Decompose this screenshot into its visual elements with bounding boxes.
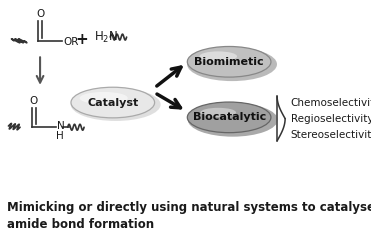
Ellipse shape: [188, 103, 278, 137]
Ellipse shape: [71, 87, 155, 118]
Text: Stereoselectivity: Stereoselectivity: [290, 130, 371, 140]
Ellipse shape: [187, 102, 271, 133]
Ellipse shape: [200, 108, 236, 117]
Text: Chemoselectivity: Chemoselectivity: [290, 98, 371, 108]
Ellipse shape: [80, 92, 128, 104]
Text: N: N: [57, 121, 65, 131]
Ellipse shape: [187, 47, 277, 81]
Text: Mimicking or directly using natural systems to catalyse
amide bond formation: Mimicking or directly using natural syst…: [7, 201, 371, 231]
Text: OR: OR: [63, 37, 78, 47]
Ellipse shape: [199, 51, 237, 61]
Text: Biomimetic: Biomimetic: [194, 57, 264, 67]
Ellipse shape: [71, 88, 161, 121]
Text: O: O: [30, 96, 38, 106]
Text: +: +: [76, 32, 88, 47]
Text: Biocatalytic: Biocatalytic: [193, 112, 266, 122]
Text: H: H: [56, 131, 63, 141]
Ellipse shape: [187, 46, 271, 77]
Text: $\mathregular{H_2N}$: $\mathregular{H_2N}$: [94, 29, 118, 45]
Text: Catalyst: Catalyst: [87, 98, 138, 108]
Text: O: O: [36, 9, 44, 19]
Text: Regioselectivity: Regioselectivity: [290, 114, 371, 123]
